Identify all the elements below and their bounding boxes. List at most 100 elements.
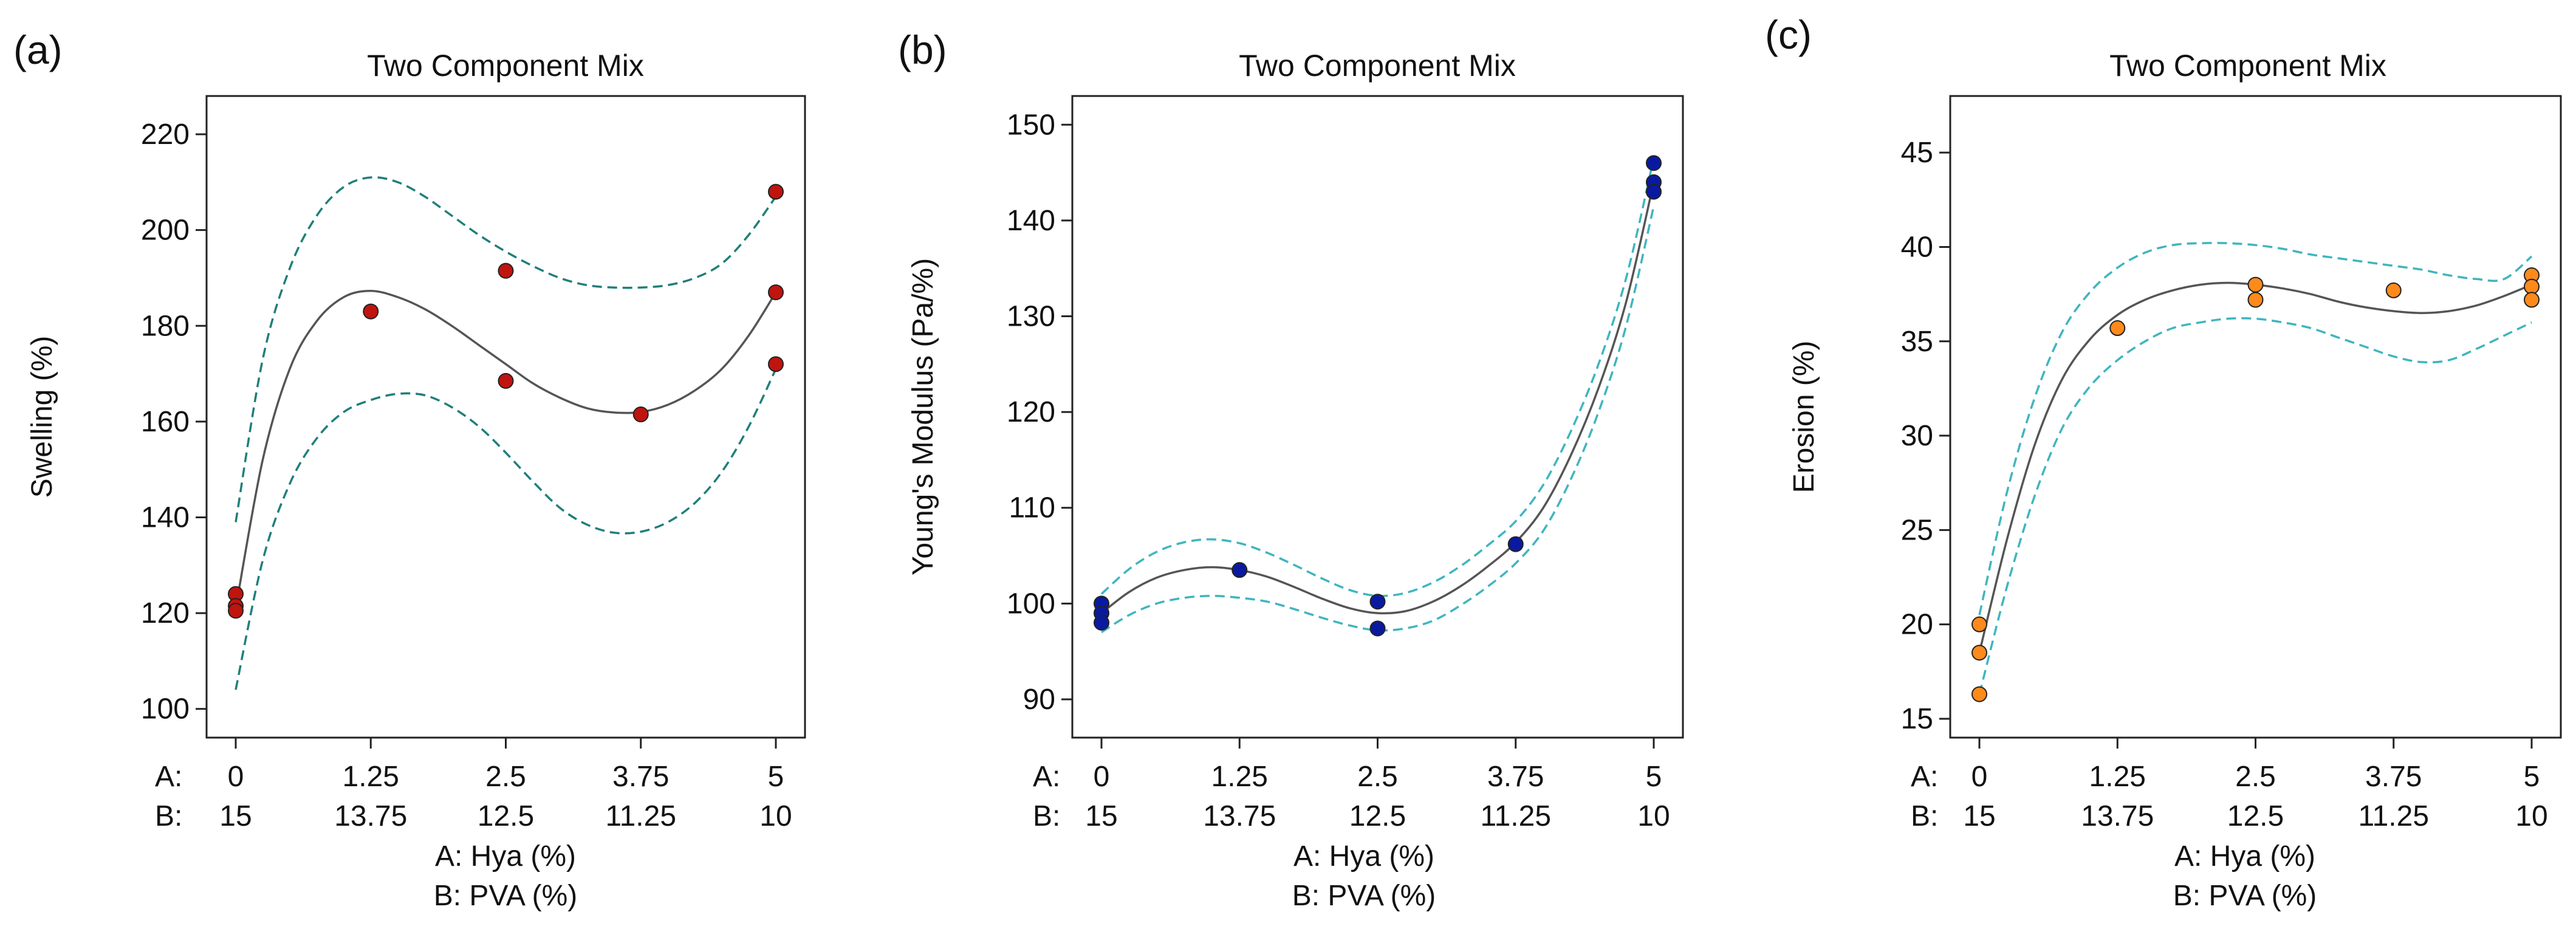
x-axis-label-a: A: Hya (%) — [435, 840, 576, 872]
x-tick-label-b: 12.5 — [2227, 800, 2284, 832]
y-tick-label: 130 — [1007, 301, 1055, 333]
x-tick-label-a: 5 — [1646, 761, 1662, 793]
x-prefix-b: B: — [1033, 800, 1060, 832]
y-axis-label: Swelling (%) — [26, 336, 58, 498]
data-point — [768, 284, 784, 301]
y-tick-label: 100 — [1007, 588, 1055, 620]
x-tick-label-a: 0 — [1094, 761, 1110, 793]
plot-frame — [1949, 95, 2562, 739]
y-tick-label: 40 — [1901, 231, 1933, 263]
y-tick-label: 150 — [1007, 109, 1055, 141]
y-tick-label: 140 — [141, 501, 190, 533]
data-point — [1971, 686, 1987, 702]
x-tick-label-b: 12.5 — [1349, 800, 1406, 832]
x-tick-label-a: 0 — [228, 761, 244, 793]
y-tick-label: 120 — [141, 597, 190, 629]
x-prefix-b: B: — [155, 800, 182, 832]
x-tick-label-a: 3.75 — [1487, 761, 1544, 793]
x-tick-label-b: 13.75 — [2081, 800, 2154, 832]
data-point — [2524, 278, 2540, 295]
x-tick-label-a: 2.5 — [2235, 761, 2276, 793]
y-tick-label: 140 — [1007, 205, 1055, 237]
y-tick-label: 35 — [1901, 326, 1933, 358]
data-point — [498, 262, 514, 279]
x-tick-label-b: 15 — [1085, 800, 1117, 832]
x-axis-label-b: B: PVA (%) — [434, 880, 578, 912]
y-tick-label: 25 — [1901, 514, 1933, 546]
data-point — [2109, 320, 2126, 337]
x-tick-label-a: 5 — [768, 761, 784, 793]
data-point — [1369, 620, 1386, 637]
fit-line — [1100, 182, 1655, 615]
data-point — [768, 356, 784, 372]
fit-line — [235, 289, 777, 609]
x-tick-label-b: 11.25 — [1480, 800, 1551, 832]
data-point — [2385, 282, 2402, 298]
y-axis-label: Young's Modulus (Pa/%) — [907, 258, 939, 575]
y-axis-label: Erosion (%) — [1788, 341, 1820, 493]
x-tick-label-b: 10 — [759, 800, 792, 832]
data-point — [1369, 594, 1386, 610]
x-prefix-a: A: — [1033, 761, 1060, 793]
data-point — [1231, 562, 1248, 578]
y-tick-label: 30 — [1901, 420, 1933, 452]
x-tick-label-b: 10 — [1637, 800, 1670, 832]
x-tick-label-b: 11.25 — [2358, 800, 2429, 832]
data-point — [2524, 292, 2540, 308]
panel-a: (a) Two Component Mix Swelling (%) A: B:… — [13, 27, 806, 912]
y-tick-label: 200 — [141, 214, 190, 247]
plot-frame — [1071, 95, 1684, 739]
data-point — [1094, 614, 1109, 631]
data-point — [363, 303, 379, 320]
y-tick-label: 20 — [1901, 609, 1933, 641]
panel-label: (b) — [898, 27, 947, 72]
data-point — [1646, 183, 1662, 200]
y-tick-label: 45 — [1901, 137, 1933, 169]
data-point — [632, 406, 649, 423]
x-tick-label-a: 0 — [1971, 761, 1988, 793]
x-tick-label-b: 15 — [1963, 800, 1995, 832]
data-point — [1971, 645, 1987, 661]
x-tick-label-a: 1.25 — [2089, 761, 2146, 793]
y-tick-label: 15 — [1901, 703, 1933, 735]
data-point — [1507, 536, 1524, 552]
panel-label: (a) — [13, 27, 63, 72]
x-tick-label-b: 12.5 — [478, 800, 534, 832]
chart-title: Two Component Mix — [1239, 49, 1516, 83]
upper-confidence-band — [235, 176, 777, 523]
x-tick-label-a: 3.75 — [2365, 761, 2422, 793]
data-point — [1646, 155, 1662, 171]
lower-confidence-band — [1978, 317, 2532, 695]
y-tick-label: 100 — [141, 693, 190, 725]
upper-confidence-band — [1100, 158, 1655, 597]
data-point — [2247, 292, 2264, 308]
y-tick-label: 220 — [141, 118, 190, 151]
y-tick-label: 120 — [1007, 396, 1055, 428]
fit-line — [1978, 281, 2532, 653]
panel-label: (c) — [1765, 12, 1812, 57]
x-tick-label-b: 15 — [219, 800, 252, 832]
data-point — [768, 183, 784, 200]
x-tick-label-a: 1.25 — [343, 761, 399, 793]
y-tick-label: 180 — [141, 310, 190, 342]
x-tick-label-a: 1.25 — [1211, 761, 1268, 793]
panel-c: (c) Two Component Mix Erosion (%) A: B: … — [1765, 12, 2562, 912]
x-tick-label-b: 13.75 — [1203, 800, 1276, 832]
y-tick-label: 160 — [141, 406, 190, 438]
x-tick-label-b: 11.25 — [605, 800, 676, 832]
lower-confidence-band — [235, 368, 777, 690]
plot-frame — [205, 95, 806, 739]
x-tick-label-a: 2.5 — [485, 761, 526, 793]
panel-b: (b) Two Component Mix Young's Modulus (P… — [898, 27, 1684, 912]
x-tick-label-a: 3.75 — [612, 761, 669, 793]
upper-confidence-band — [1978, 242, 2533, 615]
chart-title: Two Component Mix — [2109, 49, 2386, 83]
x-prefix-b: B: — [1911, 800, 1938, 832]
x-prefix-a: A: — [155, 761, 182, 793]
y-tick-label: 90 — [1023, 684, 1055, 716]
lower-confidence-band — [1101, 205, 1655, 634]
x-tick-label-a: 2.5 — [1357, 761, 1398, 793]
data-point — [2247, 276, 2264, 293]
data-point — [1971, 616, 1987, 632]
